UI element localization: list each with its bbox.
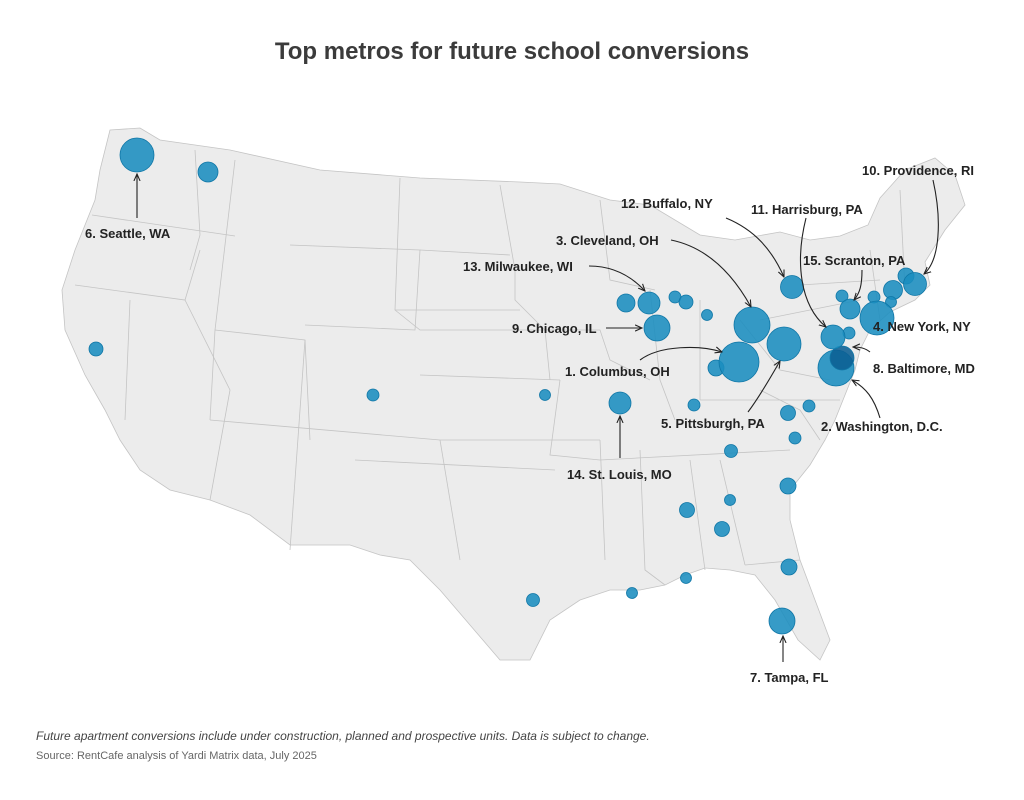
label-milwaukee: 13. Milwaukee, WI xyxy=(463,259,573,274)
label-providence: 10. Providence, RI xyxy=(862,163,974,178)
unlabeled-metro-bubbles xyxy=(88,161,915,607)
arrow-scranton xyxy=(854,269,863,300)
metro-bubble-columbus xyxy=(718,341,760,383)
metro-bubble xyxy=(678,294,694,310)
metro-bubble xyxy=(701,309,713,321)
label-new-york: 4. New York, NY xyxy=(873,319,971,334)
state-borders xyxy=(74,149,906,586)
arrow-pittsburgh xyxy=(747,361,780,413)
metro-bubble-tampa xyxy=(768,607,796,635)
metro-bubble-st-louis xyxy=(608,391,632,415)
ranked-metro-bubbles xyxy=(119,137,927,635)
arrow-milwaukee xyxy=(588,265,645,291)
label-chicago: 9. Chicago, IL xyxy=(512,321,597,336)
metro-bubble-chicago xyxy=(643,314,671,342)
metro-bubble-pittsburgh xyxy=(766,326,802,362)
metro-bubble xyxy=(714,521,730,537)
label-harrisburg: 11. Harrisburg, PA xyxy=(751,202,863,217)
label-buffalo: 12. Buffalo, NY xyxy=(621,196,713,211)
page-title: Top metros for future school conversions xyxy=(274,38,750,65)
label-seattle: 6. Seattle, WA xyxy=(85,226,171,241)
metro-bubble xyxy=(616,293,636,313)
metro-bubble-seattle xyxy=(119,137,155,173)
footnote: Future apartment conversions include und… xyxy=(36,729,650,743)
metro-bubble xyxy=(680,572,692,584)
label-scranton: 15. Scranton, PA xyxy=(803,253,906,268)
metro-bubble xyxy=(788,431,802,445)
metro-bubble xyxy=(779,477,797,495)
label-columbus: 1. Columbus, OH xyxy=(565,364,670,379)
metro-bubble xyxy=(197,161,219,183)
arrow-baltimore xyxy=(853,347,871,353)
metro-bubble xyxy=(724,494,736,506)
label-baltimore: 8. Baltimore, MD xyxy=(873,361,975,376)
metro-bubble xyxy=(526,593,540,607)
metro-bubble xyxy=(780,558,798,576)
metro-bubble xyxy=(626,587,638,599)
arrow-harrisburg xyxy=(799,217,826,327)
metro-bubble xyxy=(539,389,551,401)
label-washington: 2. Washington, D.C. xyxy=(821,419,943,434)
metro-bubble xyxy=(780,405,796,421)
arrow-cleveland xyxy=(670,239,751,307)
label-cleveland: 3. Cleveland, OH xyxy=(556,233,659,248)
callout-arrows xyxy=(137,174,939,662)
metro-bubble xyxy=(687,398,701,412)
label-tampa: 7. Tampa, FL xyxy=(750,670,829,685)
metro-bubble xyxy=(679,502,695,518)
metro-bubble-providence xyxy=(903,272,927,296)
us-land-outline xyxy=(61,127,966,661)
arrow-buffalo xyxy=(725,217,784,277)
metro-bubble-scranton xyxy=(839,298,861,320)
metro-bubble-harrisburg xyxy=(820,324,846,350)
arrow-washington xyxy=(852,380,881,419)
metro-bubble-buffalo xyxy=(780,275,804,299)
metro-bubble xyxy=(88,341,104,357)
callout-labels: 6. Seattle, WA 7. Tampa, FL 14. St. Loui… xyxy=(85,163,975,685)
metro-bubble-cleveland xyxy=(733,306,771,344)
source-note: Source: RentCafe analysis of Yardi Matri… xyxy=(36,750,317,762)
metro-bubble xyxy=(835,289,849,303)
metro-bubble xyxy=(724,444,738,458)
arrow-columbus xyxy=(639,347,722,361)
metro-bubble xyxy=(802,399,816,413)
label-pittsburgh: 5. Pittsburgh, PA xyxy=(661,416,765,431)
metro-bubble xyxy=(366,388,380,402)
metro-bubble-baltimore xyxy=(829,345,855,371)
metro-bubble-milwaukee xyxy=(637,291,661,315)
metro-bubble-new-york xyxy=(859,300,895,336)
label-st-louis: 14. St. Louis, MO xyxy=(567,467,672,482)
arrow-providence xyxy=(924,179,939,274)
